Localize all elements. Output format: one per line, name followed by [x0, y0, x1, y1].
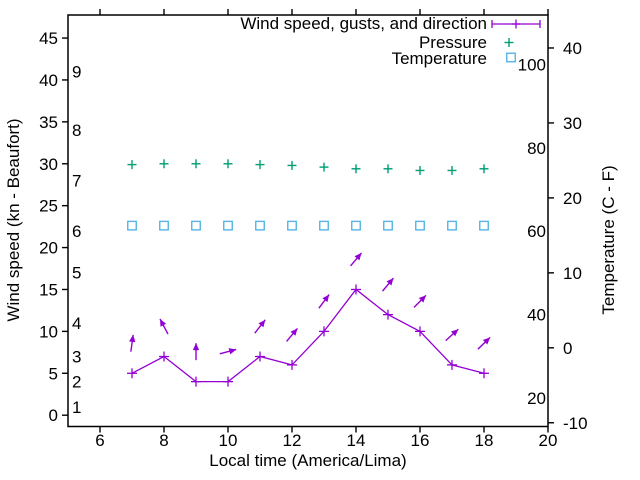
kn-tick-label: 15 [39, 280, 58, 299]
kn-tick-label: 35 [39, 113, 58, 132]
kn-tick-label: 45 [39, 29, 58, 48]
temperature-point [415, 220, 425, 231]
x-tick-label: 18 [475, 431, 494, 450]
wind-direction-arrow-head [192, 343, 200, 351]
wind-direction-arrow-head [258, 319, 266, 328]
temperature-point [255, 220, 265, 231]
y-axis-label-right: Temperature (C - F) [599, 165, 618, 315]
temperature-point [479, 220, 489, 231]
fahrenheit-label: 20 [527, 389, 546, 408]
beaufort-label: 3 [72, 348, 81, 367]
fahrenheit-label: 40 [527, 305, 546, 324]
temperature-point [159, 220, 169, 231]
x-tick-label: 8 [159, 431, 168, 450]
celsius-tick-label: 40 [563, 39, 582, 58]
wind-speed-line [131, 288, 485, 383]
beaufort-label: 9 [72, 63, 81, 82]
legend-label-wind: Wind speed, gusts, and direction [240, 14, 487, 33]
temperature-point [287, 220, 297, 231]
legend-temperature-sample [506, 52, 516, 63]
kn-tick-label: 0 [49, 406, 58, 425]
beaufort-label: 4 [72, 314, 81, 333]
temperature-point [223, 220, 233, 231]
x-tick-label: 16 [411, 431, 430, 450]
plot-border [67, 14, 549, 428]
fahrenheit-label: 80 [527, 139, 546, 158]
fahrenheit-label: 100 [518, 56, 546, 75]
wind-direction-arrow-head [228, 348, 237, 355]
x-axis-label: Local time (America/Lima) [209, 451, 407, 470]
kn-tick-label: 5 [49, 364, 58, 383]
wind-direction-arrow-head [160, 319, 167, 327]
wind-direction-arrow-head [482, 337, 491, 345]
wind-direction-arrow-head [354, 252, 362, 261]
temperature-point [127, 220, 137, 231]
temperature-point [351, 220, 361, 231]
temperature-point [319, 220, 329, 231]
wind-direction-arrow-head [322, 294, 330, 303]
wind-direction-arrow-head [129, 334, 136, 343]
kn-tick-label: 25 [39, 197, 58, 216]
fahrenheit-label: 60 [527, 222, 546, 241]
wind-direction-arrow-head [418, 295, 427, 303]
beaufort-label: 6 [72, 222, 81, 241]
x-tick-label: 6 [95, 431, 104, 450]
kn-tick-label: 40 [39, 71, 58, 90]
wind-direction-arrow-head [386, 278, 394, 286]
celsius-tick-label: 10 [563, 264, 582, 283]
beaufort-label: 8 [72, 121, 81, 140]
x-tick-label: 10 [219, 431, 238, 450]
x-tick-label: 12 [283, 431, 302, 450]
kn-tick-label: 10 [39, 322, 58, 341]
beaufort-label: 1 [72, 398, 81, 417]
temperature-point [383, 220, 393, 231]
kn-tick-label: 30 [39, 155, 58, 174]
beaufort-label: 2 [72, 373, 81, 392]
wind-direction-arrow-head [450, 329, 459, 337]
celsius-tick-label: 20 [563, 189, 582, 208]
temperature-point [191, 220, 201, 231]
celsius-tick-label: -10 [563, 414, 588, 433]
beaufort-label: 5 [72, 264, 81, 283]
beaufort-label: 7 [72, 172, 81, 191]
temperature-point [447, 220, 457, 231]
legend-label-pressure: Pressure [418, 33, 487, 52]
celsius-tick-label: 0 [563, 339, 572, 358]
y-axis-label-left: Wind speed (kn - Beaufort) [4, 118, 23, 322]
kn-tick-label: 20 [39, 239, 58, 258]
legend-label-temperature: Temperature [391, 49, 487, 68]
wind-direction-arrow-head [290, 328, 298, 336]
x-tick-label: 20 [539, 431, 558, 450]
celsius-tick-label: 30 [563, 114, 582, 133]
x-tick-label: 14 [347, 431, 366, 450]
